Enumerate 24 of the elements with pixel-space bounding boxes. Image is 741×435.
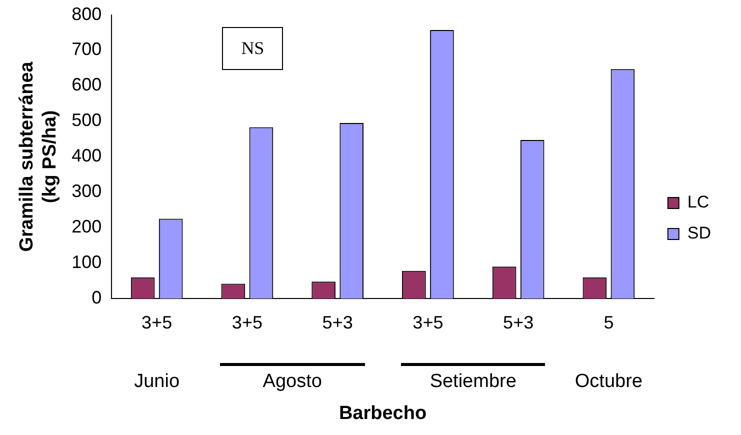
y-tick-label: 600 bbox=[72, 74, 102, 95]
text: Agosto bbox=[262, 370, 322, 393]
y-tick-label: 800 bbox=[72, 4, 102, 24]
y-tick-label: 300 bbox=[72, 181, 102, 202]
legend-label: LC bbox=[687, 192, 710, 212]
y-tick-label: 400 bbox=[72, 146, 102, 166]
x-tick-label: 5 bbox=[604, 312, 614, 332]
x-tick-label: 3+5 bbox=[232, 312, 262, 332]
x-tick-label: 3+5 bbox=[412, 312, 444, 332]
legend-label: SD bbox=[687, 224, 712, 243]
y-tick-label: 500 bbox=[72, 110, 102, 130]
y-tick-label: 100 bbox=[72, 252, 102, 272]
y-tick-label: 200 bbox=[72, 216, 102, 237]
text: Junio bbox=[134, 370, 180, 393]
x-tick-label: 3+5 bbox=[142, 312, 172, 332]
y-axis-title: Gramilla subterránea (kg PS/ha) bbox=[16, 61, 60, 252]
text: Setiembre bbox=[430, 370, 516, 393]
x-tick-label: 5+3 bbox=[503, 312, 534, 332]
annotation: NS bbox=[222, 26, 284, 70]
x-tick-label: 5+3 bbox=[322, 312, 353, 332]
y-tick-label: 0 bbox=[92, 288, 102, 308]
x-axis-title: Barbecho bbox=[338, 402, 427, 424]
y-tick-label: 700 bbox=[72, 39, 102, 60]
text: Octubre bbox=[574, 370, 642, 393]
